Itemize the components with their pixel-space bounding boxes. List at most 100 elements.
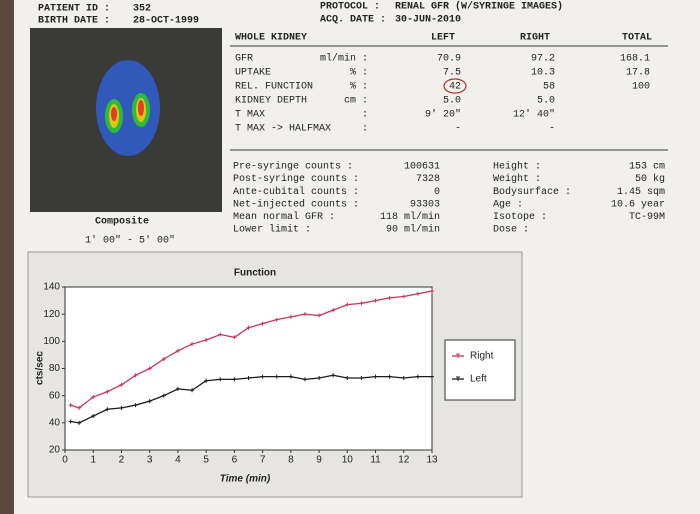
- count-label: Lower limit :: [233, 224, 311, 236]
- point-marker: [274, 317, 279, 322]
- count-value: 118 ml/min: [380, 211, 440, 223]
- table-cell: 10.3: [531, 68, 555, 79]
- x-tick-label: 0: [62, 455, 68, 466]
- table-cell: 70.9: [437, 54, 461, 65]
- point-marker: [359, 301, 364, 306]
- table-header: RIGHT: [520, 33, 550, 44]
- info-label: Age :: [493, 199, 523, 210]
- point-marker: [91, 414, 96, 419]
- x-tick-label: 1: [90, 455, 96, 466]
- table-cell: 9' 20": [425, 109, 461, 121]
- point-marker: [387, 374, 392, 379]
- point-marker: [345, 376, 350, 381]
- x-tick-label: 5: [203, 455, 209, 466]
- point-marker: [401, 376, 406, 381]
- x-tick-label: 13: [426, 455, 438, 466]
- y-tick-label: 20: [49, 445, 61, 456]
- info-label: Bodysurface :: [493, 186, 571, 198]
- point-marker: [105, 407, 110, 412]
- scan-image: [30, 28, 222, 212]
- point-marker: [175, 386, 180, 391]
- table-cell: -: [455, 124, 461, 135]
- point-marker: [77, 405, 82, 410]
- table-cell: 5.0: [443, 96, 461, 107]
- table-cell: cm :: [344, 96, 368, 107]
- point-marker: [77, 420, 82, 425]
- point-marker: [218, 377, 223, 382]
- count-label: Mean normal GFR :: [233, 211, 335, 223]
- y-tick-label: 40: [49, 417, 61, 428]
- info-value: 10.6 year: [611, 199, 665, 210]
- field-value: 30-JUN-2010: [395, 15, 461, 26]
- info-value: 50 kg: [635, 173, 665, 185]
- table-cell: % :: [350, 68, 368, 79]
- info-label: Isotope :: [493, 212, 547, 223]
- table-cell: GFR: [235, 54, 253, 65]
- table-header: LEFT: [431, 33, 455, 44]
- table-cell: 17.8: [626, 68, 650, 79]
- table-cell: 97.2: [531, 54, 555, 65]
- table-cell: 12' 40": [513, 109, 555, 121]
- point-marker: [415, 291, 420, 296]
- point-marker: [190, 342, 195, 347]
- field-value: 352: [133, 4, 151, 15]
- field-label: PATIENT ID :: [38, 4, 110, 15]
- point-marker: [119, 382, 124, 387]
- table-cell: KIDNEY DEPTH: [235, 96, 307, 107]
- table-cell: 42: [449, 82, 461, 93]
- table-cell: 168.1: [620, 54, 650, 65]
- count-value: 0: [434, 187, 440, 198]
- point-marker: [246, 376, 251, 381]
- point-marker: [274, 374, 279, 379]
- count-value: 100631: [404, 162, 440, 173]
- legend-box: [444, 339, 516, 401]
- table-cell: % :: [350, 82, 368, 93]
- point-marker: [430, 289, 434, 294]
- point-marker: [373, 374, 378, 379]
- point-marker: [161, 356, 166, 361]
- info-label: Dose :: [493, 225, 529, 236]
- y-tick-label: 140: [43, 282, 60, 293]
- table-cell: ml/min :: [320, 53, 368, 65]
- legend-label: Left: [470, 374, 487, 385]
- point-marker: [260, 321, 265, 326]
- point-marker: [147, 366, 152, 371]
- table-cell: 100: [632, 82, 650, 93]
- x-tick-label: 2: [119, 455, 125, 466]
- count-value: 90 ml/min: [386, 224, 440, 236]
- point-marker: [161, 393, 166, 398]
- x-tick-label: 9: [316, 455, 322, 466]
- pen-circle: [443, 78, 467, 94]
- table-cell: :: [362, 124, 368, 135]
- point-marker: [317, 313, 322, 318]
- info-value: 153 cm: [629, 162, 665, 173]
- info-label: Weight :: [493, 173, 541, 185]
- point-marker: [204, 337, 209, 342]
- table-cell: 7.5: [443, 68, 461, 79]
- edge: [0, 0, 14, 514]
- y-tick-label: 100: [43, 336, 60, 347]
- table-cell: UPTAKE: [235, 68, 271, 79]
- x-tick-label: 6: [232, 455, 238, 466]
- x-tick-label: 8: [288, 455, 294, 466]
- point-marker: [302, 377, 307, 382]
- x-tick-label: 12: [398, 455, 410, 466]
- point-marker: [133, 373, 138, 378]
- point-marker: [133, 403, 138, 408]
- plot-area: [64, 286, 433, 451]
- point-marker: [119, 405, 124, 410]
- point-marker: [232, 335, 237, 340]
- chart-title: Function: [234, 268, 276, 279]
- legend-marker: [456, 353, 460, 358]
- point-marker: [68, 403, 73, 408]
- point-marker: [232, 377, 237, 382]
- x-tick-label: 10: [342, 455, 354, 466]
- point-marker: [204, 378, 209, 383]
- y-axis-label: cts/sec: [35, 351, 46, 385]
- x-tick-label: 3: [147, 455, 153, 466]
- point-marker: [430, 374, 434, 379]
- point-marker: [218, 332, 223, 337]
- count-label: Net-injected counts :: [233, 198, 359, 210]
